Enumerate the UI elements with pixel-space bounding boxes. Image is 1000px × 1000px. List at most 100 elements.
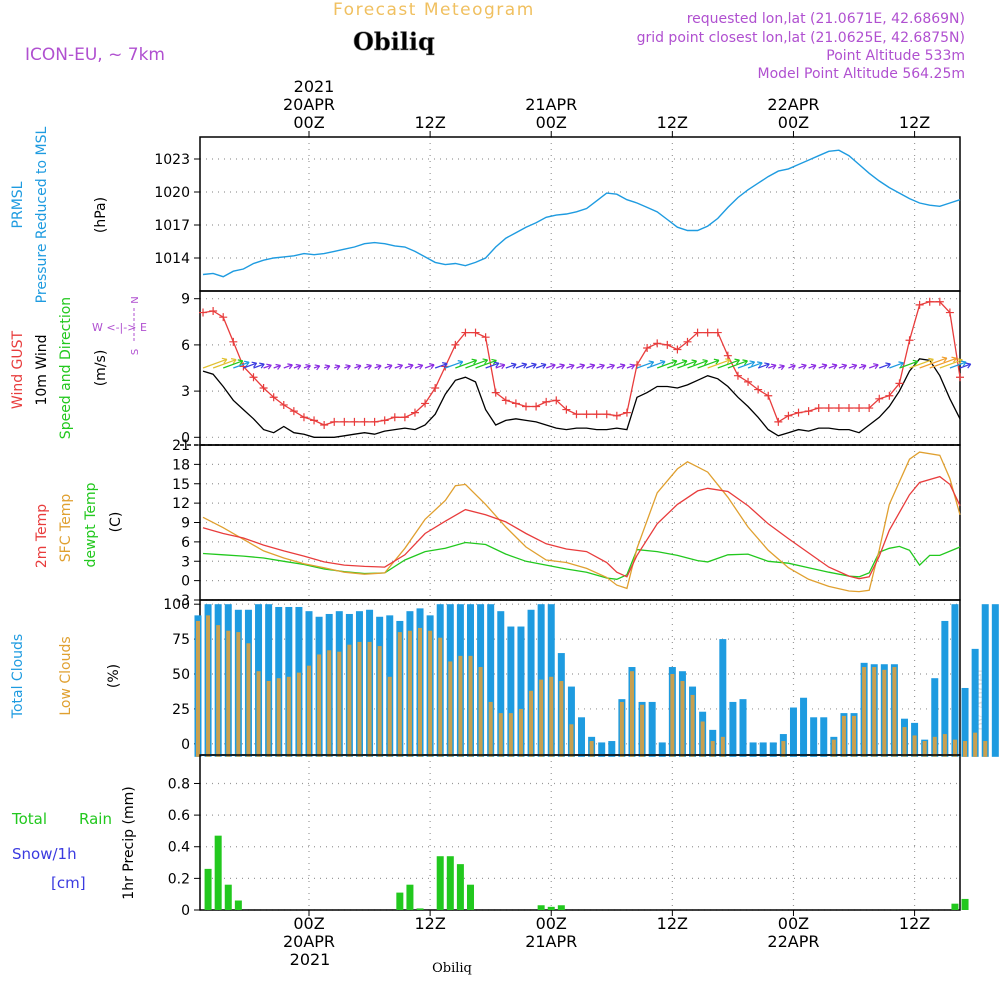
gust-marker (875, 394, 884, 403)
gust-marker (935, 297, 944, 306)
low-clouds-label: Low Clouds (58, 636, 74, 715)
low-cloud-bar (246, 643, 251, 757)
y-tick-label: 75 (172, 632, 190, 648)
wind-arrow (626, 364, 635, 369)
low-cloud-bar (529, 690, 534, 757)
panel-frame (199, 136, 961, 292)
total-cloud-bar (507, 626, 515, 757)
gust-marker (269, 393, 278, 402)
wind-arrow (485, 362, 500, 369)
total-cloud-bar (759, 742, 767, 757)
wind-arrow-head (671, 359, 678, 366)
date-label-top: 22APR (767, 95, 819, 114)
total-cloud-bar (810, 717, 818, 757)
low-cloud-bar (488, 701, 493, 757)
y-tick-label: 0 (181, 430, 190, 446)
wind-arrow-head (324, 364, 331, 371)
date-label-bottom: 22APR (767, 932, 819, 951)
wind-arrow (879, 363, 891, 369)
gust-marker (289, 407, 298, 416)
low-cloud-bar (852, 715, 857, 757)
watermark-title: Forecast Meteogram (333, 0, 535, 20)
wind-label: 10m Wind (34, 334, 50, 405)
location-title: Obiliq (353, 27, 435, 56)
wind-arrow-head (860, 363, 867, 370)
pressure-label: PRMSL (10, 181, 26, 228)
gust-marker (279, 400, 288, 409)
gust-marker (390, 413, 399, 422)
total-cloud-bar (941, 620, 949, 757)
wind-arrow-head (801, 363, 807, 370)
total-cloud-bar (497, 611, 505, 757)
gust-marker (612, 411, 621, 420)
wind-arrow (586, 364, 595, 369)
wind-arrow (445, 361, 463, 369)
wind-arrow (677, 360, 697, 369)
wind-unit: (m/s) (93, 350, 109, 387)
hour-label-top: 12Z (899, 113, 930, 132)
rain-bar (234, 900, 242, 910)
gust-line (202, 301, 961, 426)
total-cloud-bar (991, 604, 999, 757)
gust-marker (350, 417, 359, 426)
date-label-bottom: 20APR (283, 932, 335, 951)
total-cloud-bar (971, 648, 979, 757)
low-cloud-bar (640, 704, 645, 757)
gust-marker (794, 408, 803, 417)
total-cloud-bar (608, 741, 616, 757)
wind-arrow (808, 364, 817, 369)
wind-arrow-head (569, 363, 575, 370)
wind-arrow (858, 364, 867, 369)
wind-arrow (868, 364, 879, 369)
wind-arrow (737, 361, 755, 369)
low-cloud-bar (367, 641, 372, 757)
gust-marker (774, 417, 783, 426)
wind-arrow-head (928, 357, 934, 364)
temp-2m-line (202, 475, 961, 580)
low-cloud-bar (710, 741, 715, 757)
low-cloud-bar (589, 741, 594, 757)
wind-arrow-head (550, 363, 556, 370)
wind-arrow-head (779, 364, 785, 371)
wind-arrow (525, 363, 537, 369)
rain-bar (214, 835, 222, 910)
wind-arrow-head (366, 363, 372, 370)
gust-label: Wind GUST (10, 330, 26, 409)
rain-bar (204, 868, 212, 910)
hour-label-top: 00Z (536, 113, 567, 132)
low-cloud-bar (478, 667, 483, 757)
wind-arrow-head (960, 360, 967, 367)
dewpt-label: dewpt Temp (83, 482, 99, 567)
y-tick-label: 3 (181, 384, 190, 400)
y-tick-label: 50 (172, 667, 190, 683)
rain-bar (557, 905, 565, 910)
gust-marker (885, 391, 894, 400)
low-cloud-bar (195, 620, 200, 757)
wind-arrow (747, 362, 763, 369)
gust-marker (400, 413, 409, 422)
low-cloud-bar (973, 732, 978, 757)
gust-marker (431, 384, 440, 393)
wind-arrow-head (510, 362, 517, 369)
wind-arrow-head (251, 361, 258, 368)
rain-bar (951, 903, 959, 910)
wind-arrow-head (841, 363, 848, 370)
wind-arrow-head (790, 363, 796, 370)
hour-label-top: 00Z (778, 113, 809, 132)
wind-arrow-head (957, 358, 963, 365)
wind-arrow (566, 364, 575, 369)
low-cloud-bar (690, 694, 695, 757)
wind-arrow (223, 360, 244, 369)
low-cloud-bar (418, 627, 423, 757)
total-clouds-label: Total Clouds (10, 634, 26, 719)
total-cloud-bar (769, 742, 777, 757)
wind-arrow-head (579, 363, 586, 370)
precip-unit: 1hr Precip (mm) (121, 786, 137, 899)
wind-arrow (848, 364, 857, 369)
gust-marker (895, 379, 904, 388)
gust-marker (299, 413, 308, 422)
low-cloud-bar (549, 676, 554, 757)
wind-arrow-head (428, 363, 435, 370)
total-cloud-bar (961, 687, 969, 757)
wind-arrow (606, 364, 615, 369)
